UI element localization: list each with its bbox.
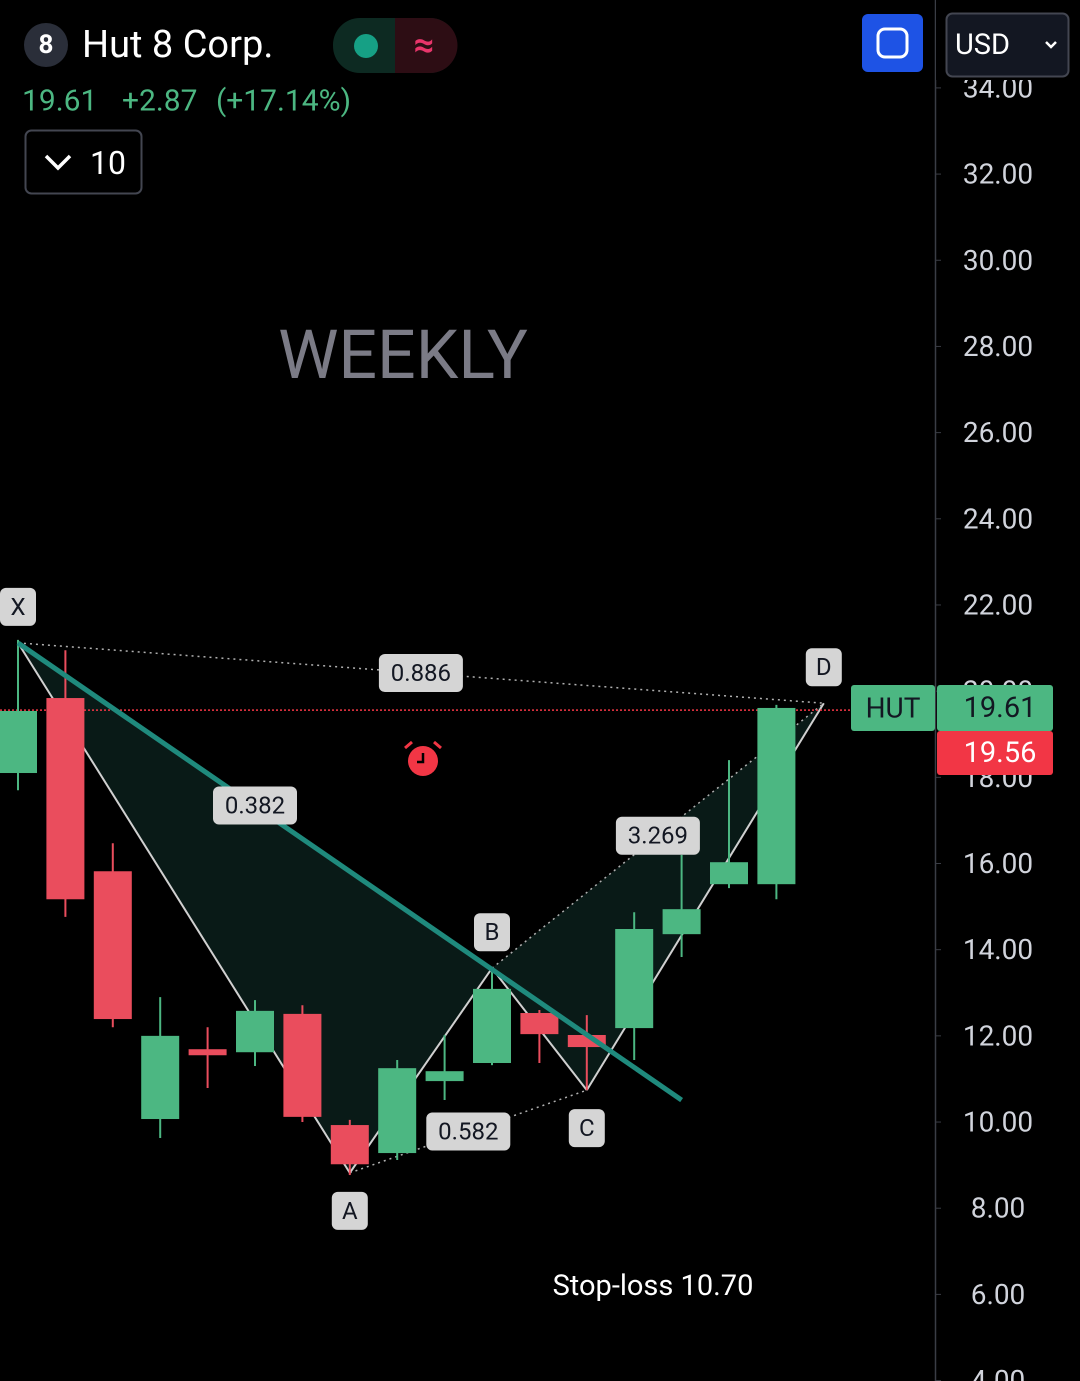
logo: [24, 23, 68, 67]
candle-body: [141, 1035, 180, 1120]
wave-icon: ≈: [414, 24, 435, 66]
y-tick-label: 28.00: [963, 330, 1033, 363]
annotation: WEEKLY: [278, 315, 528, 395]
fullscreen-button[interactable]: [862, 14, 923, 72]
price-badge: [937, 684, 1053, 731]
point-label: C: [579, 1114, 595, 1142]
candle-body: [520, 1013, 559, 1035]
pattern-dotted-line: [17, 642, 824, 704]
y-tick-label: 30.00: [963, 244, 1033, 277]
point-label-box: [805, 648, 842, 687]
pattern-line: [348, 967, 493, 1174]
last-price: 19.61: [22, 84, 97, 119]
symbol-name: Hut 8 Corp.: [82, 23, 273, 67]
point-label-box: [0, 587, 36, 626]
ratio-label-box: [615, 816, 700, 855]
candle-body: [757, 707, 796, 885]
candle-body: [378, 1068, 417, 1154]
y-tick-label: 24.00: [963, 502, 1033, 535]
y-tick-label: 32.00: [963, 158, 1033, 191]
point-label-box: [474, 913, 510, 952]
alarm-icon: [404, 740, 442, 776]
interval: 10: [90, 144, 126, 182]
symbol-label: HUT: [866, 691, 921, 724]
line-price-badge: [937, 730, 1053, 775]
y-tick-label: 4.00: [971, 1364, 1026, 1381]
ratio-label: 0.582: [438, 1118, 498, 1146]
note: Stop-loss 10.70: [553, 1269, 754, 1303]
candle-body: [283, 1013, 322, 1117]
trendline: [16, 640, 684, 1103]
price-change-pct: (+17.14%): [216, 84, 351, 119]
candle-body: [46, 698, 85, 900]
ratio-label: 0.382: [225, 792, 285, 820]
y-tick-label: 22.00: [963, 588, 1033, 621]
interval-box[interactable]: [24, 129, 143, 195]
candle-body: [425, 1071, 464, 1082]
candle-body: [615, 928, 654, 1029]
currency: USD: [955, 28, 1010, 62]
ratio-label: 0.886: [391, 659, 451, 687]
candle-body: [188, 1049, 227, 1056]
y-tick-label: 14.00: [963, 933, 1033, 966]
currency-chevron: [1045, 41, 1057, 49]
y-tick-label: 10.00: [963, 1106, 1033, 1139]
logo-glyph: 8: [39, 30, 54, 60]
status-pill-right: [395, 18, 458, 73]
y-tick-label: 16.00: [963, 847, 1033, 880]
ratio-label: 3.269: [628, 822, 688, 850]
currency-box[interactable]: [945, 12, 1070, 78]
ratio-label-box: [426, 1112, 511, 1151]
point-label-box: [331, 1191, 368, 1230]
point-label: A: [342, 1197, 358, 1225]
pattern-fill: [492, 703, 824, 1091]
candle-body: [0, 710, 37, 774]
point-label: X: [10, 593, 25, 621]
candle-body: [473, 988, 511, 1064]
market-dot: [354, 34, 378, 58]
y-tick-label: 6.00: [971, 1278, 1026, 1311]
point-label: B: [485, 918, 500, 946]
candle-body: [330, 1125, 369, 1165]
y-tick-label: 26.00: [963, 416, 1033, 449]
ratio-label-box: [213, 786, 297, 825]
point-label-box: [568, 1109, 605, 1148]
pattern-fill: [18, 642, 492, 1173]
price-change: +2.87: [122, 84, 198, 119]
plot: 4.006.008.0010.0012.0014.0016.0018.0020.…: [0, 0, 1053, 1381]
candle-body: [93, 871, 132, 1020]
price-badge-label: 19.61: [964, 691, 1037, 725]
y-tick-label: 8.00: [971, 1192, 1026, 1225]
chevron: [44, 154, 72, 171]
candle-body: [236, 1010, 274, 1053]
overlay: WEEKLY Stop-loss 10.70 8 Hut 8 Corp. ≈ 1…: [22, 0, 1080, 1303]
ratio-label-box: [378, 654, 463, 693]
point-label: D: [816, 653, 832, 681]
line-price-label: 19.56: [964, 736, 1037, 770]
symbol-badge: [851, 684, 935, 731]
candle-body: [710, 862, 748, 885]
fullscreen-icon: [876, 27, 909, 59]
y-tick-label: 12.00: [963, 1019, 1033, 1052]
candle-body: [662, 909, 701, 935]
